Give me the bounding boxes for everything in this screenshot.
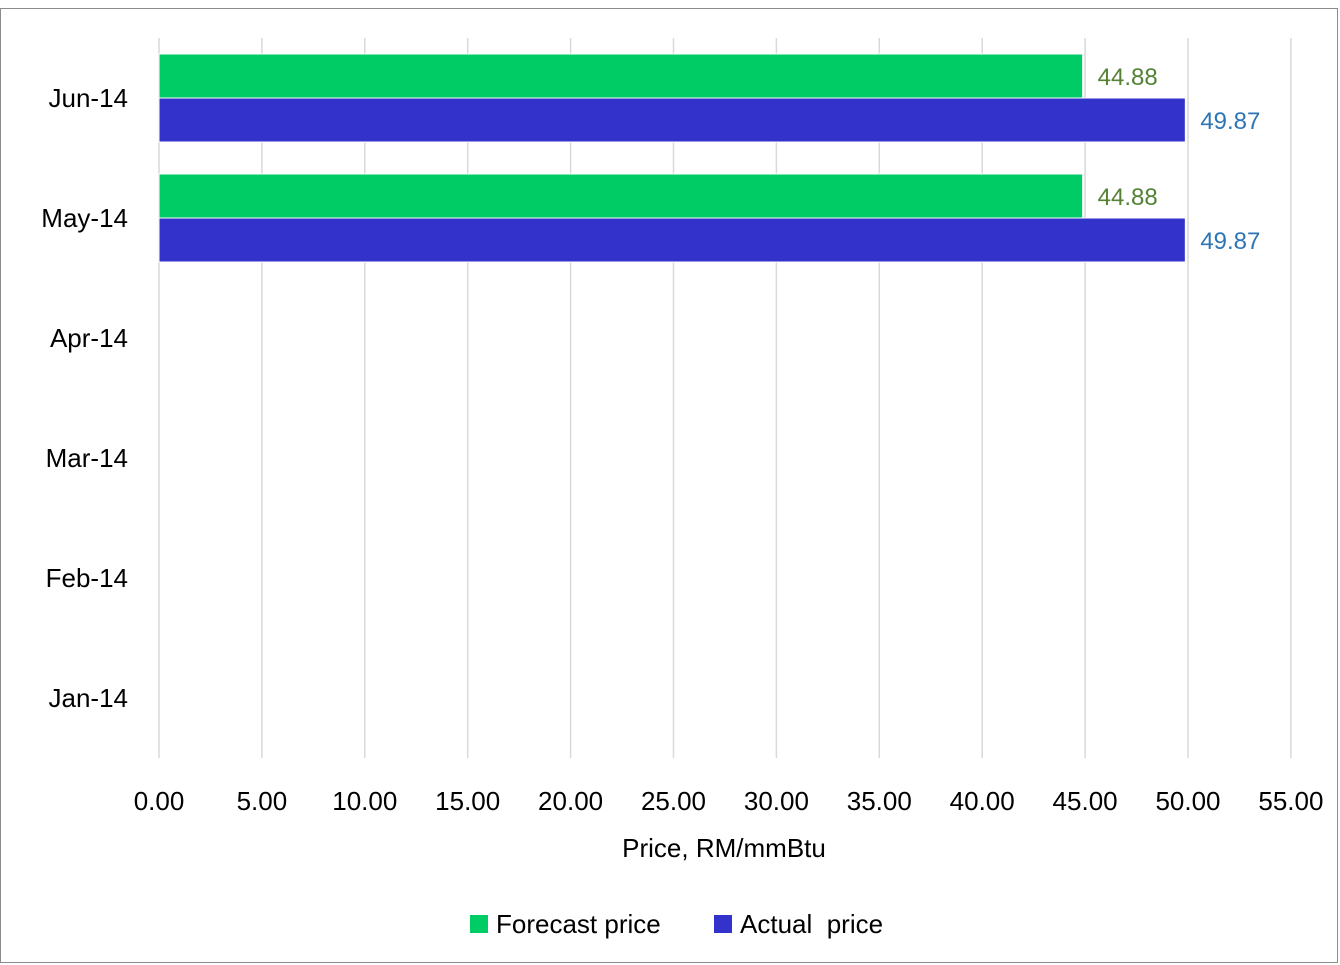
x-tick-label: 20.00 xyxy=(538,786,603,816)
data-label: 49.87 xyxy=(1200,228,1260,255)
y-tick-label: Feb-14 xyxy=(46,563,128,593)
x-tick-label: 55.00 xyxy=(1258,786,1323,816)
x-tick-label: 45.00 xyxy=(1053,786,1118,816)
x-axis-title: Price, RM/mmBtu xyxy=(622,833,826,863)
bar-forecast xyxy=(158,53,1084,99)
data-label: 44.88 xyxy=(1098,64,1158,91)
bar-actual xyxy=(158,97,1186,143)
x-tick-label: 15.00 xyxy=(435,786,500,816)
y-tick-label: Mar-14 xyxy=(46,443,128,473)
x-tick-label: 10.00 xyxy=(332,786,397,816)
x-tick-label: 25.00 xyxy=(641,786,706,816)
legend-label: Forecast price xyxy=(496,909,661,939)
y-tick-label: May-14 xyxy=(41,203,128,233)
x-tick-label: 50.00 xyxy=(1155,786,1220,816)
bar-forecast xyxy=(158,173,1084,219)
legend-label: Actual price xyxy=(740,909,883,939)
data-label: 49.87 xyxy=(1200,108,1260,135)
y-tick-label: Jun-14 xyxy=(49,83,129,113)
chart-area xyxy=(0,8,1338,963)
x-tick-label: 0.00 xyxy=(134,786,185,816)
legend-swatch xyxy=(470,915,488,933)
legend-swatch xyxy=(714,915,732,933)
x-tick-label: 5.00 xyxy=(237,786,288,816)
bar-actual xyxy=(158,217,1186,263)
y-tick-label: Jan-14 xyxy=(49,683,129,713)
data-label: 44.88 xyxy=(1098,184,1158,211)
y-tick-label: Apr-14 xyxy=(50,323,128,353)
x-tick-label: 30.00 xyxy=(744,786,809,816)
x-tick-label: 35.00 xyxy=(847,786,912,816)
x-tick-label: 40.00 xyxy=(950,786,1015,816)
